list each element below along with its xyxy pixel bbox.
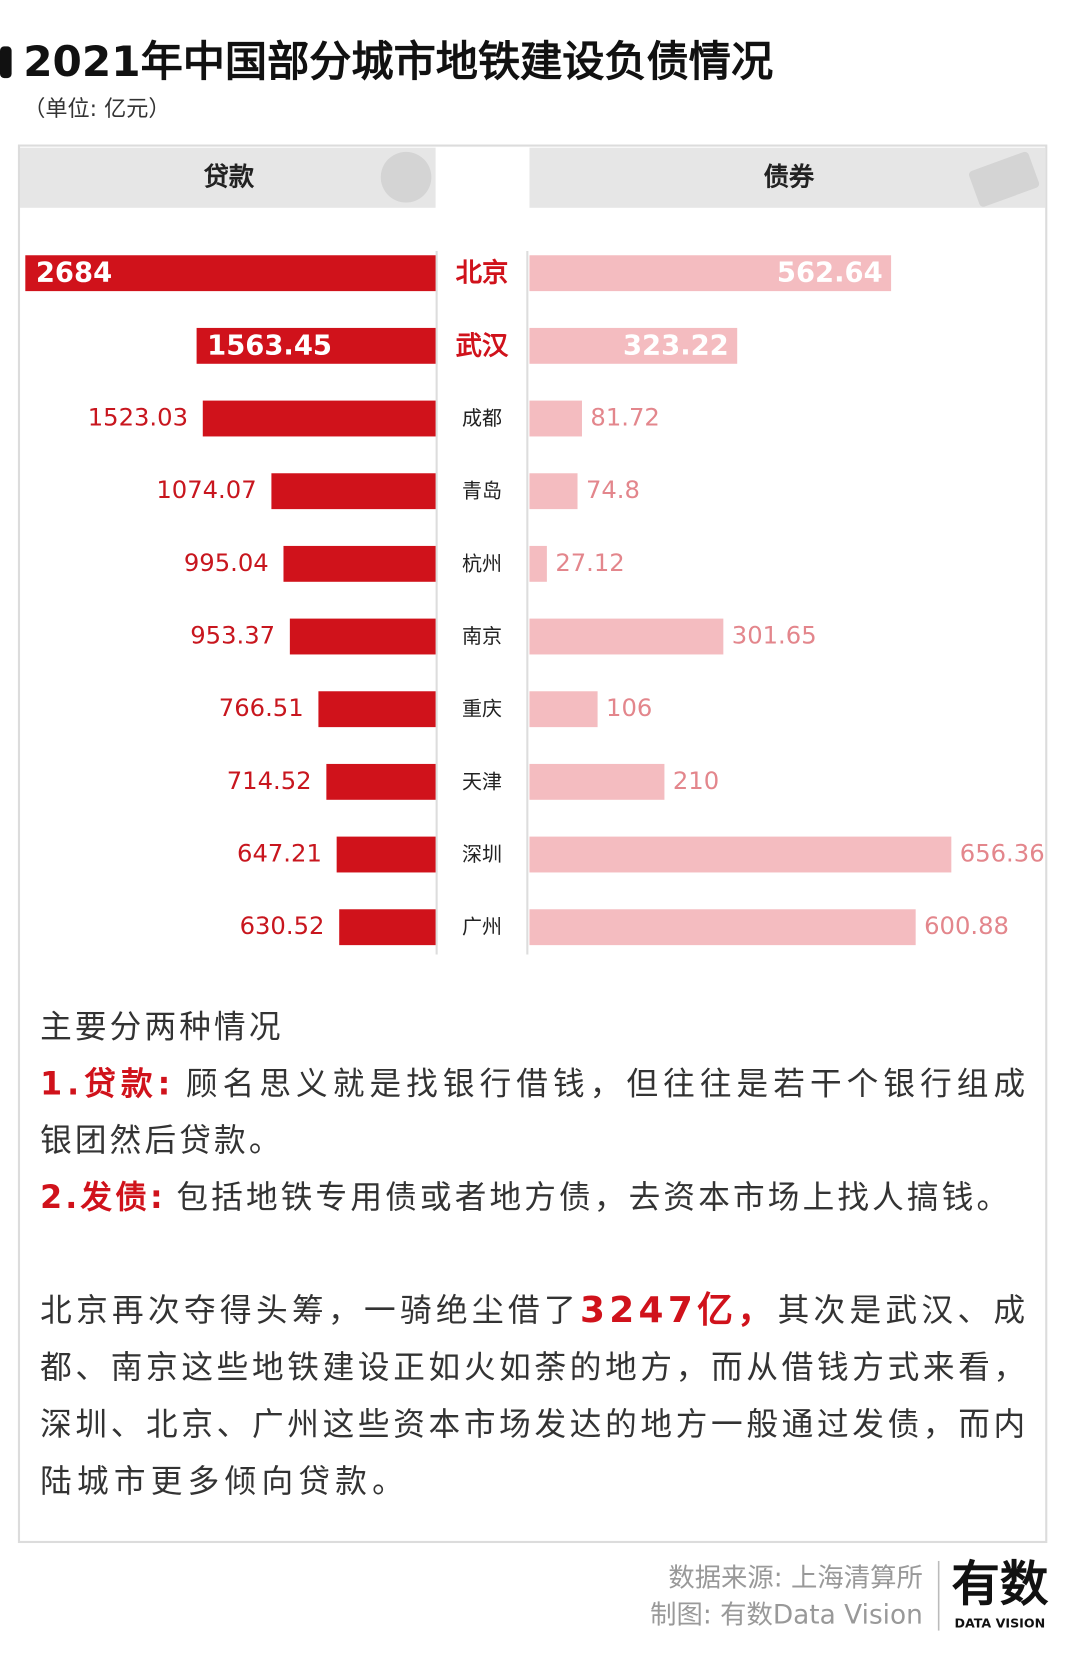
value-label: 600.88: [924, 911, 1009, 940]
bar: [529, 836, 952, 873]
value-label: 656.36: [960, 839, 1045, 868]
bar: [25, 255, 436, 292]
value-label: 106: [606, 693, 652, 722]
category-label: 重庆: [462, 697, 502, 721]
note-line: 1.贷款: 顾名思义就是找银行借钱，但往往是若干个银行组成: [40, 1066, 1025, 1102]
value-label: 953.37: [190, 621, 275, 650]
bar: [529, 691, 598, 728]
note-line: 银团然后贷款。: [40, 1123, 284, 1159]
bar: [202, 400, 436, 437]
bar: [289, 618, 436, 655]
bar: [318, 691, 436, 728]
ticket-icon: [969, 151, 1040, 207]
series-label: 贷款: [204, 162, 255, 191]
value-label: 1074.07: [156, 475, 256, 504]
bar: [529, 763, 665, 800]
header-band: [20, 147, 436, 208]
value-label: 74.8: [586, 475, 640, 504]
category-label: 广州: [462, 915, 502, 939]
note-text: 顾名思义就是找银行借钱，但往往是若干个银行组成: [186, 1066, 1025, 1102]
summary-text: 陆城市更多倾向贷款。: [40, 1464, 409, 1500]
bar: [271, 473, 436, 510]
logo-sub: DATA VISION: [954, 1616, 1045, 1631]
summary-text: 其次是武汉、成: [778, 1293, 1026, 1329]
category-label: 南京: [462, 624, 502, 648]
bar: [529, 400, 582, 437]
summary-line: 北京再次夺得头筹，一骑绝尘借了 3247亿， 其次是武汉、成: [40, 1290, 1025, 1331]
summary-highlight: 3247亿，: [580, 1290, 773, 1331]
category-label: 青岛: [462, 479, 502, 503]
value-label: 766.51: [219, 693, 304, 722]
bar: [326, 763, 436, 800]
logo: 有数: [951, 1556, 1049, 1612]
note-text: 包括地铁专用债或者地方债，去资本市场上找人搞钱。: [176, 1180, 1011, 1216]
summary-text: 北京再次夺得头筹，一骑绝尘借了: [40, 1293, 576, 1329]
bar: [196, 327, 436, 364]
value-label: 1563.45: [207, 330, 332, 361]
summary-line: 陆城市更多倾向贷款。: [40, 1464, 409, 1500]
note-text: 银团然后贷款。: [40, 1123, 284, 1159]
value-label: 323.22: [623, 330, 729, 361]
bar: [339, 909, 436, 946]
value-label: 210: [673, 766, 719, 795]
value-label: 301.65: [732, 621, 817, 650]
bar: [529, 909, 916, 946]
series-label: 债券: [764, 162, 815, 191]
note-line: 2.发债: 包括地铁专用债或者地方债，去资本市场上找人搞钱。: [40, 1180, 1011, 1216]
value-label: 647.21: [237, 839, 322, 868]
note-label: 1.贷款:: [40, 1066, 170, 1102]
bar: [529, 255, 892, 292]
source: 数据来源: 上海清算所: [668, 1563, 923, 1593]
coin-icon: [380, 151, 432, 203]
bar: [529, 618, 724, 655]
value-label: 2684: [36, 258, 112, 289]
category-label: 武汉: [456, 331, 509, 361]
value-label: 714.52: [227, 766, 312, 795]
category-label: 深圳: [462, 842, 502, 866]
bar: [336, 836, 436, 873]
category-label: 天津: [462, 769, 502, 793]
title-marker: [0, 46, 12, 79]
unit: （单位: 亿元）: [23, 96, 170, 122]
title: 2021年中国部分城市地铁建设负债情况: [23, 37, 773, 86]
value-label: 630.52: [240, 911, 325, 940]
category-label: 北京: [456, 258, 509, 289]
category-label: 成都: [462, 406, 502, 430]
value-label: 995.04: [184, 548, 269, 577]
note-label: 2.发债:: [40, 1180, 166, 1216]
bar: [283, 545, 436, 582]
notes-heading: 主要分两种情况: [40, 1009, 284, 1045]
bar: [529, 545, 547, 582]
value-label: 1523.03: [88, 403, 188, 432]
value-label: 81.72: [590, 403, 659, 432]
header-band: [529, 147, 1046, 208]
value-label: 562.64: [777, 258, 883, 289]
bar: [529, 327, 738, 364]
credit: 制图: 有数Data Vision: [650, 1600, 923, 1630]
category-label: 杭州: [462, 551, 502, 575]
bar: [529, 473, 578, 510]
value-label: 27.12: [555, 548, 624, 577]
